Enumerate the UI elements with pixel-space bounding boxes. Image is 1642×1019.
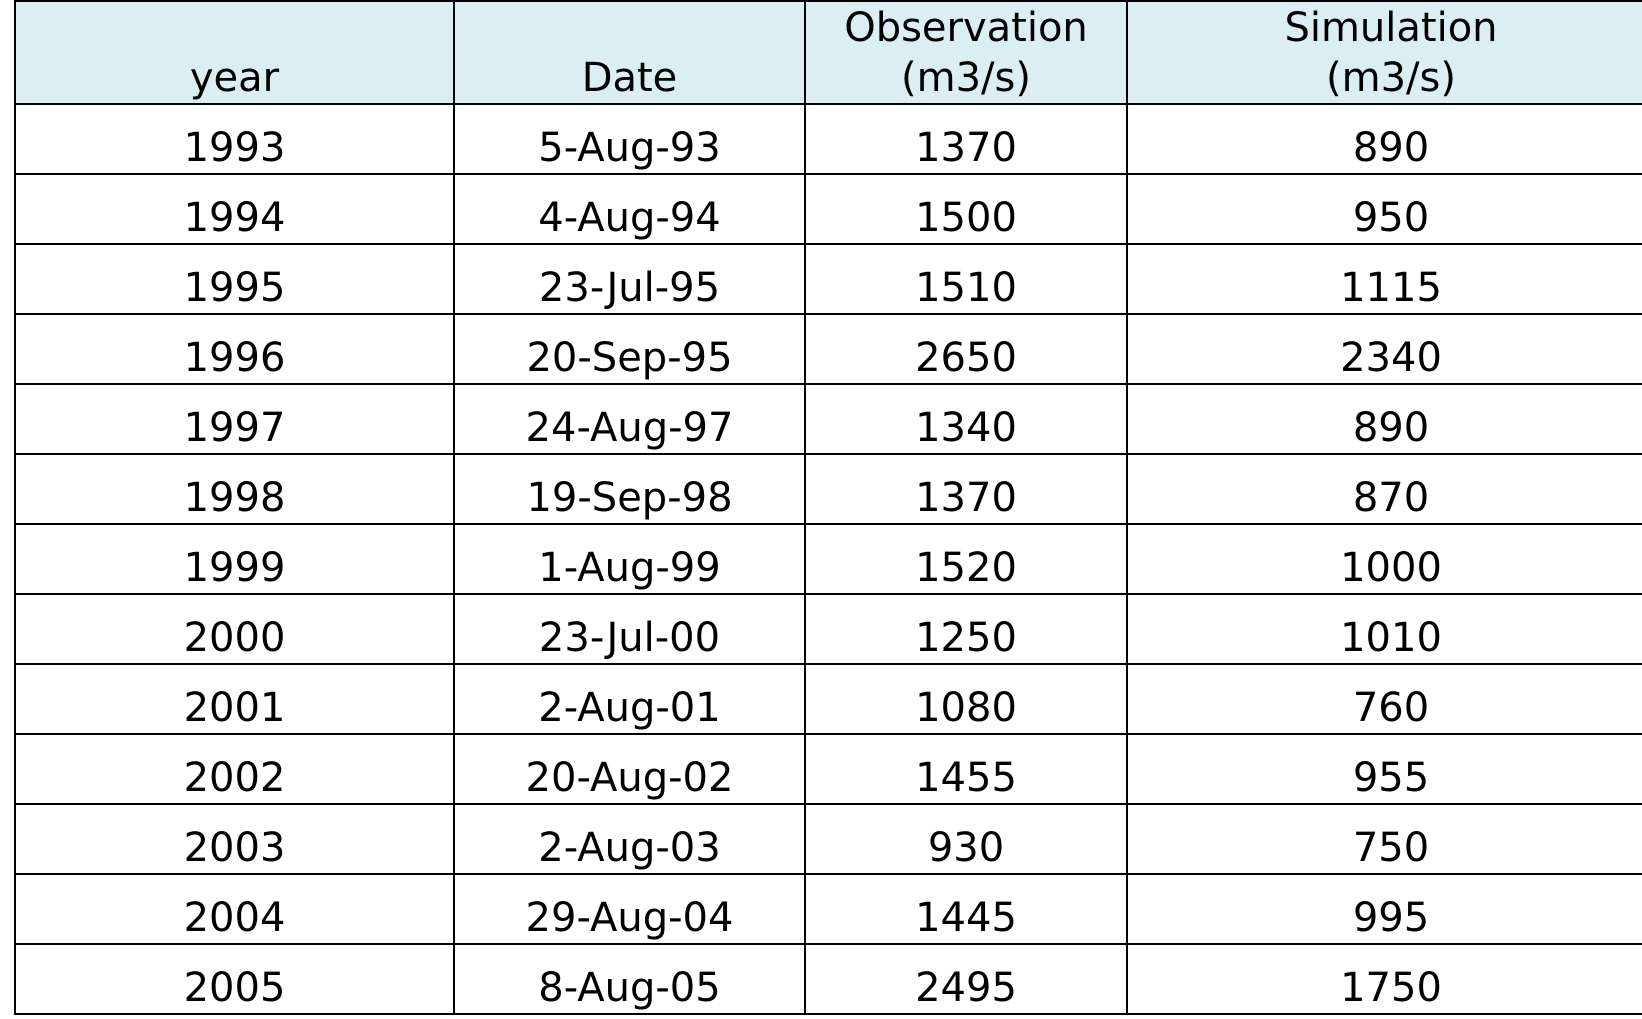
cell-observation: 2650 — [804, 313, 1128, 385]
cell-date: 24-Aug-97 — [453, 383, 806, 455]
cell-date: 20-Aug-02 — [453, 733, 806, 805]
table-row: 2000 23-Jul-00 1250 1010 — [14, 593, 1642, 665]
cell-simulation: 1750 — [1126, 943, 1642, 1015]
cell-date: 4-Aug-94 — [453, 173, 806, 245]
cell-year: 1994 — [14, 173, 455, 245]
cell-observation: 1520 — [804, 523, 1128, 595]
table-row: 2005 8-Aug-05 2495 1750 — [14, 943, 1642, 1015]
table-row: 1993 5-Aug-93 1370 890 — [14, 103, 1642, 175]
cell-date: 8-Aug-05 — [453, 943, 806, 1015]
header-simulation-line2: (m3/s) — [1326, 55, 1456, 101]
table-row: 2002 20-Aug-02 1455 955 — [14, 733, 1642, 805]
cell-simulation: 750 — [1126, 803, 1642, 875]
table-row: 1997 24-Aug-97 1340 890 — [14, 383, 1642, 455]
cell-simulation: 1010 — [1126, 593, 1642, 665]
cell-simulation: 2340 — [1126, 313, 1642, 385]
cell-observation: 2495 — [804, 943, 1128, 1015]
cell-date: 23-Jul-00 — [453, 593, 806, 665]
table-row: 2003 2-Aug-03 930 750 — [14, 803, 1642, 875]
header-row: year Date Observation (m3/s) Simulation … — [14, 0, 1642, 105]
cell-year: 1996 — [14, 313, 455, 385]
cell-date: 5-Aug-93 — [453, 103, 806, 175]
cell-year: 2004 — [14, 873, 455, 945]
header-observation-line2: (m3/s) — [901, 55, 1031, 101]
cell-simulation: 890 — [1126, 383, 1642, 455]
cell-date: 29-Aug-04 — [453, 873, 806, 945]
table-row: 1995 23-Jul-95 1510 1115 — [14, 243, 1642, 315]
cell-observation: 930 — [804, 803, 1128, 875]
cell-year: 1995 — [14, 243, 455, 315]
cell-date: 19-Sep-98 — [453, 453, 806, 525]
cell-year: 2001 — [14, 663, 455, 735]
cell-observation: 1370 — [804, 453, 1128, 525]
table-row: 1999 1-Aug-99 1520 1000 — [14, 523, 1642, 595]
cell-simulation: 950 — [1126, 173, 1642, 245]
cell-year: 2005 — [14, 943, 455, 1015]
cell-simulation: 890 — [1126, 103, 1642, 175]
table-row: 1998 19-Sep-98 1370 870 — [14, 453, 1642, 525]
peak-discharge-table: year Date Observation (m3/s) Simulation … — [14, 0, 1642, 1015]
cell-year: 2002 — [14, 733, 455, 805]
header-year-line2: year — [189, 55, 280, 101]
header-observation: Observation (m3/s) — [804, 0, 1128, 105]
header-year: year — [14, 0, 455, 105]
table-body: 1993 5-Aug-93 1370 890 1994 4-Aug-94 1500 950 19… — [14, 103, 1642, 1015]
cell-date: 2-Aug-01 — [453, 663, 806, 735]
cell-date: 23-Jul-95 — [453, 243, 806, 315]
cell-simulation: 760 — [1126, 663, 1642, 735]
header-observation-line1: Observation — [844, 5, 1088, 51]
header-date-line2: Date — [581, 55, 678, 101]
cell-observation: 1445 — [804, 873, 1128, 945]
table-row: 1994 4-Aug-94 1500 950 — [14, 173, 1642, 245]
cell-simulation: 1115 — [1126, 243, 1642, 315]
cell-simulation: 955 — [1126, 733, 1642, 805]
cell-year: 1997 — [14, 383, 455, 455]
cell-date: 2-Aug-03 — [453, 803, 806, 875]
cell-year: 1999 — [14, 523, 455, 595]
cell-observation: 1080 — [804, 663, 1128, 735]
cell-year: 1993 — [14, 103, 455, 175]
table-row: 2004 29-Aug-04 1445 995 — [14, 873, 1642, 945]
cell-year: 1998 — [14, 453, 455, 525]
header-year-line1 — [20, 3, 449, 53]
cell-observation: 1250 — [804, 593, 1128, 665]
cell-observation: 1455 — [804, 733, 1128, 805]
cell-year: 2003 — [14, 803, 455, 875]
table-row: 2001 2-Aug-01 1080 760 — [14, 663, 1642, 735]
cell-date: 20-Sep-95 — [453, 313, 806, 385]
cell-date: 1-Aug-99 — [453, 523, 806, 595]
cell-simulation: 870 — [1126, 453, 1642, 525]
cell-observation: 1340 — [804, 383, 1128, 455]
cell-simulation: 995 — [1126, 873, 1642, 945]
header-simulation-line1: Simulation — [1284, 5, 1498, 51]
table-row: 1996 20-Sep-95 2650 2340 — [14, 313, 1642, 385]
cell-observation: 1370 — [804, 103, 1128, 175]
data-table-sheet: year Date Observation (m3/s) Simulation … — [14, 0, 1642, 1015]
header-simulation: Simulation (m3/s) — [1126, 0, 1642, 105]
cell-observation: 1500 — [804, 173, 1128, 245]
table-header: year Date Observation (m3/s) Simulation … — [14, 0, 1642, 105]
cell-simulation: 1000 — [1126, 523, 1642, 595]
cell-observation: 1510 — [804, 243, 1128, 315]
header-date-line1 — [459, 3, 800, 53]
cell-year: 2000 — [14, 593, 455, 665]
header-date: Date — [453, 0, 806, 105]
